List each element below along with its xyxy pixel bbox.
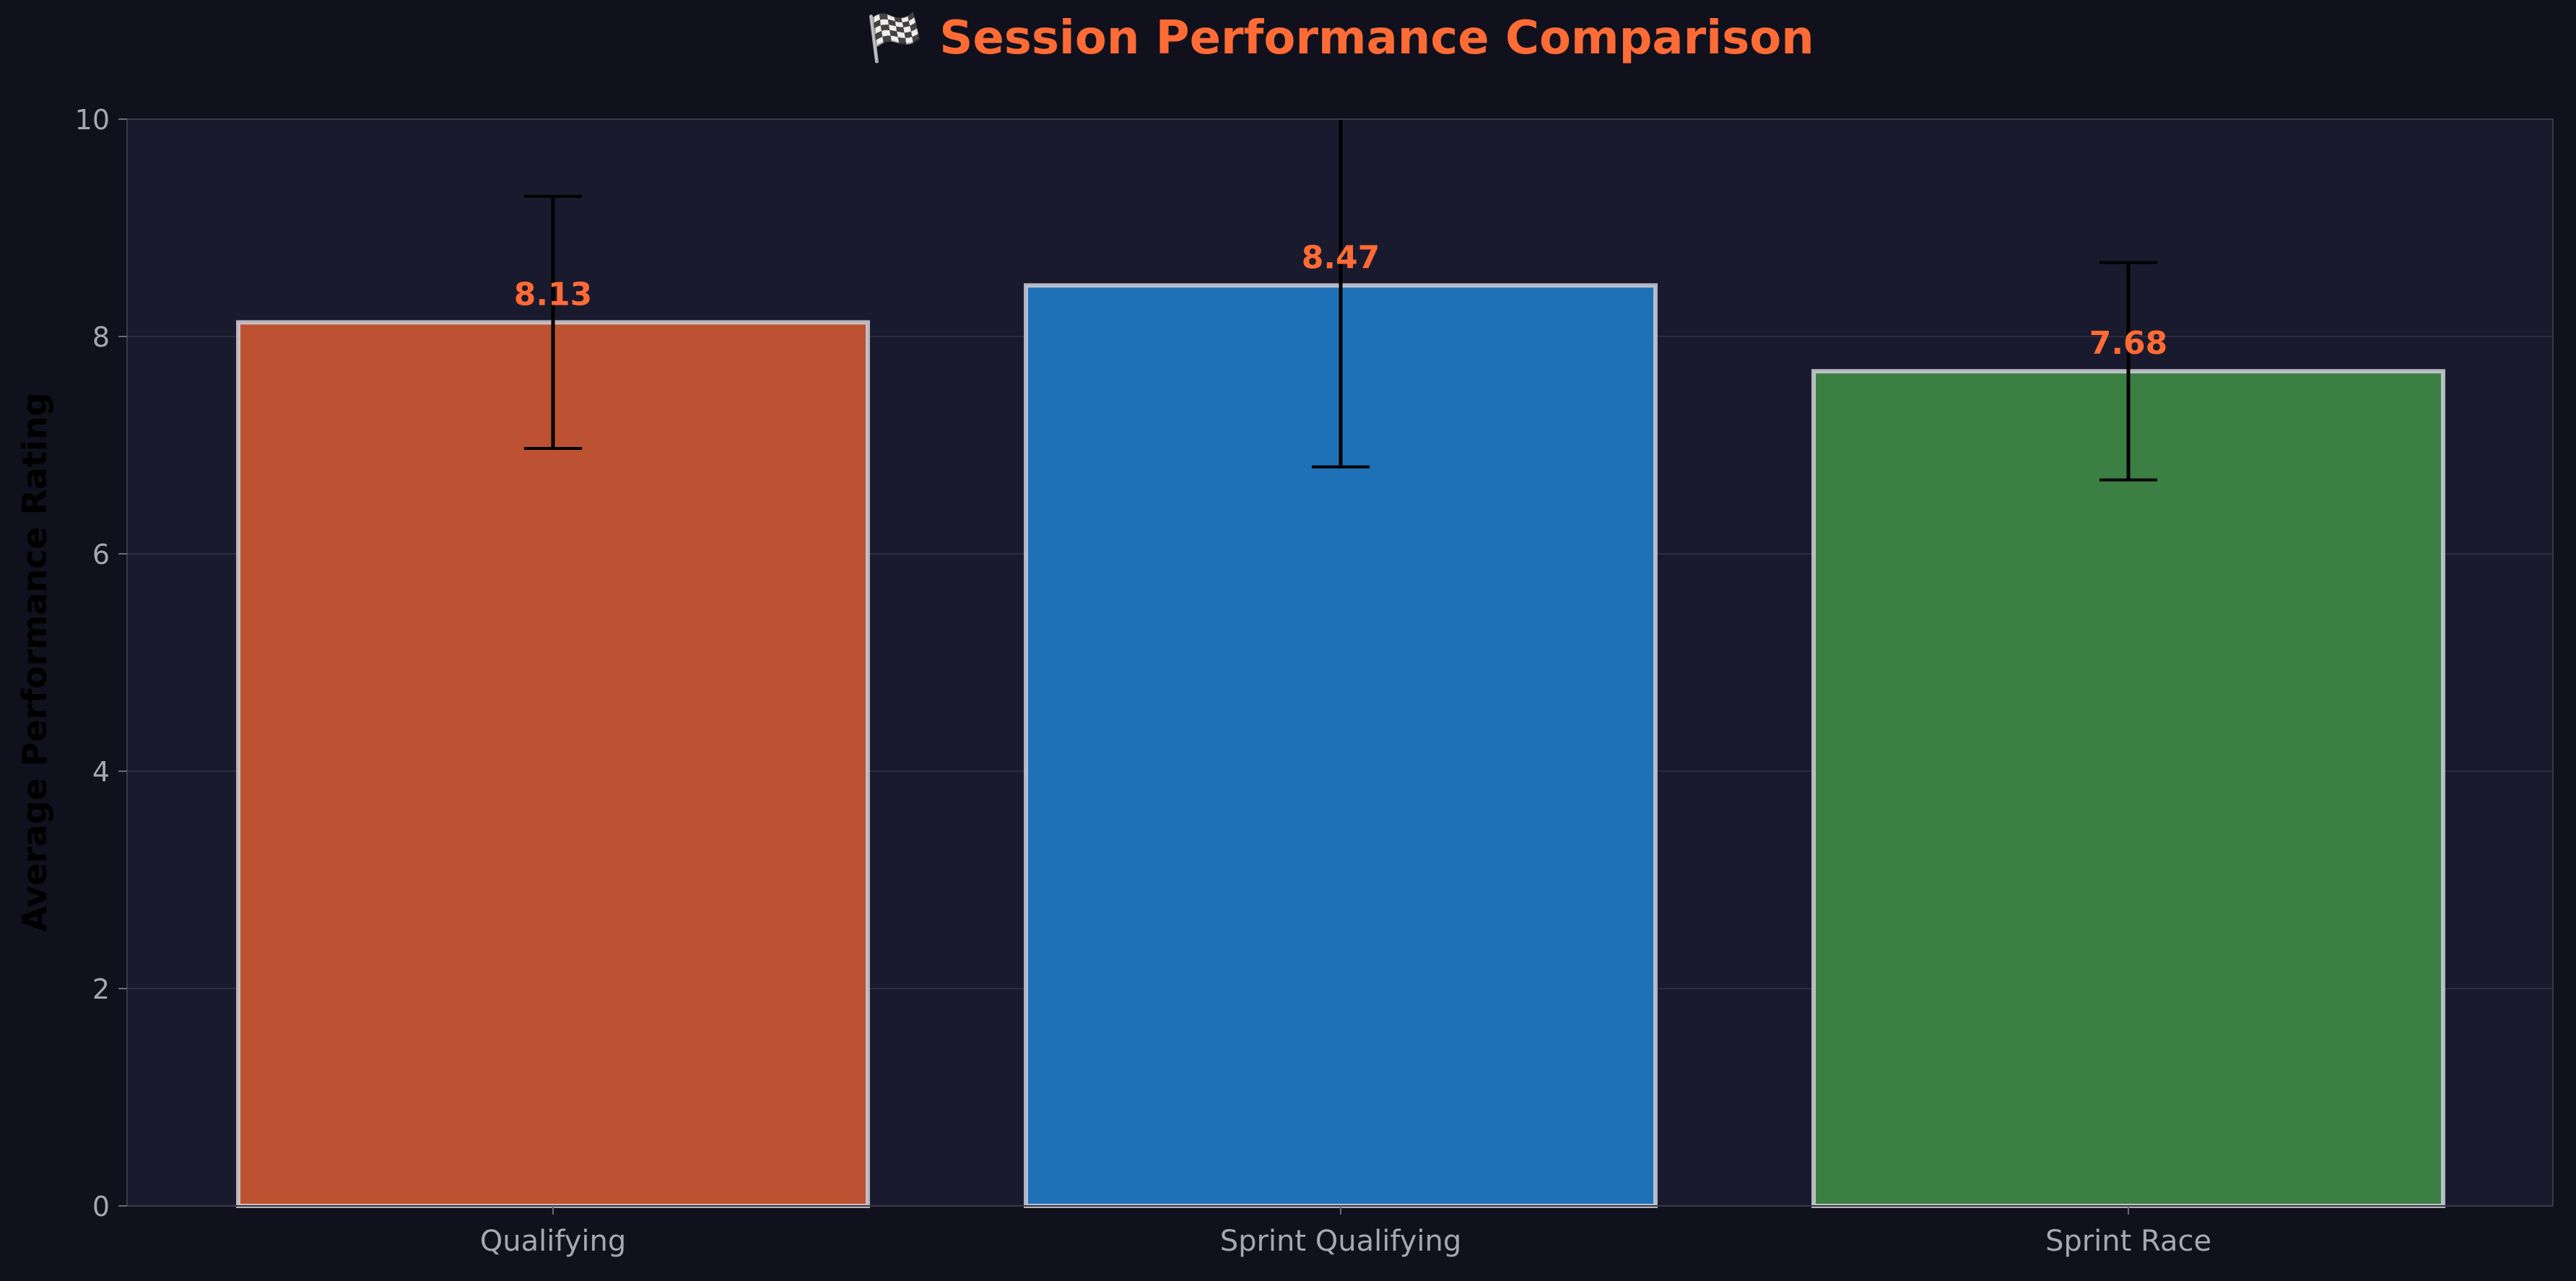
y-tick-label: 10 — [75, 104, 110, 136]
x-tick-label: Sprint Race — [2045, 1225, 2211, 1258]
y-axis-label: Average Performance Rating — [15, 392, 54, 932]
y-tick-label: 6 — [92, 539, 110, 570]
x-axis-ticks: Qualifying Sprint Qualifying Sprint Race — [480, 1206, 2211, 1258]
value-labels: 8.13 8.47 7.68 — [514, 239, 2168, 362]
chart-title: 🏁 Session Performance Comparison — [866, 12, 1814, 65]
error-bars — [524, 119, 2157, 482]
y-tick-label: 8 — [92, 321, 110, 353]
y-tick-label: 0 — [92, 1191, 110, 1223]
y-axis-ticks: 0 2 4 6 8 10 — [75, 104, 127, 1223]
x-tick-label: Qualifying — [480, 1225, 626, 1258]
value-label: 8.13 — [514, 276, 593, 313]
value-label: 7.68 — [2089, 325, 2168, 362]
value-label: 8.47 — [1302, 239, 1380, 276]
bar-qualifying — [236, 320, 870, 1208]
x-tick-label: Sprint Qualifying — [1220, 1225, 1462, 1258]
bar-sprint-race — [1811, 369, 2445, 1208]
y-tick-label: 2 — [92, 973, 110, 1005]
y-tick-label: 4 — [92, 756, 110, 788]
